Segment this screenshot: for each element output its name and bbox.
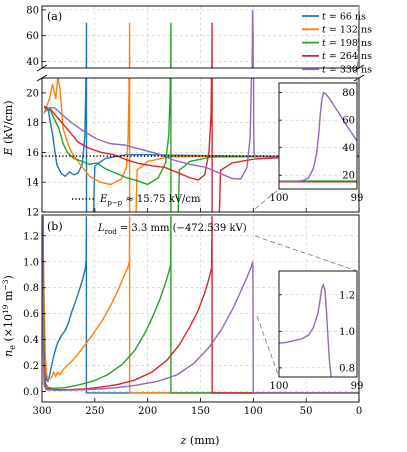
series-line-upper-5	[251, 9, 255, 68]
inset-a: 20 40 60 80 100 99	[269, 82, 363, 204]
y-tick-label: 0.6	[23, 309, 39, 320]
y-tick-label: 20	[26, 88, 39, 99]
y-tick-label: 80	[26, 5, 39, 16]
legend: t = 66 ns t = 132 ns t = 198 ns t = 264 ns t…	[302, 11, 372, 76]
panel-b-lines	[42, 216, 359, 394]
inset-y-tick-label: 60	[342, 116, 355, 127]
y-tick-label: 40	[26, 57, 39, 68]
inset-b-background	[279, 271, 357, 377]
zoom-connector	[254, 235, 358, 272]
reference-annotation: Ep−p ≈ 15.75 kV/cm	[72, 194, 201, 207]
zoom-connector	[356, 5, 360, 84]
inset-series-line-3	[279, 91, 357, 183]
series-line-3	[42, 216, 359, 394]
y-tick-label: 1.0	[23, 257, 39, 268]
series-line-5	[43, 78, 359, 180]
y-tick-label: 60	[26, 31, 39, 42]
series-line-4	[42, 216, 359, 394]
panel-b-annotation: Lrod = 3.3 mm (−472.539 kV)	[97, 223, 247, 236]
inset-b-frame	[278, 270, 358, 378]
inset-x-tick-label: 100	[269, 193, 288, 204]
axis-break-marks	[36, 64, 365, 82]
inset-y-tick-label: 0.8	[339, 363, 355, 374]
legend-entry: t = 198 ns	[322, 38, 372, 49]
panel-b-ticks: 0.0 0.2 0.4 0.6 0.8 1.0 1.2 300 250 200 150 100 50 0	[23, 231, 362, 417]
inset-b-lines	[279, 282, 332, 377]
series-line-1	[43, 78, 359, 212]
y-tick-label: 14	[26, 178, 39, 189]
series-line-3	[43, 78, 359, 212]
x-tick-label: 0	[356, 406, 362, 417]
inset-x-tick-label: 99	[351, 381, 364, 392]
panel-b-xlabel: z (mm)	[180, 434, 220, 447]
series-line-2	[43, 78, 359, 212]
inset-a-ticks: 20 40 60 80 100 99	[269, 88, 363, 204]
x-tick-label: 50	[300, 406, 313, 417]
x-tick-label: 200	[138, 406, 157, 417]
y-tick-label: 18	[26, 118, 39, 129]
inset-a-lines	[279, 91, 357, 183]
series-line-2	[42, 216, 359, 394]
y-tick-label: 0.2	[23, 361, 39, 372]
legend-entry: t = 66 ns	[322, 11, 366, 22]
panel-a-upper-ticks: 40 60 80	[26, 5, 46, 68]
inset-x-tick-label: 99	[351, 193, 364, 204]
y-tick-label: 1.2	[23, 231, 39, 242]
inset-series-line-1	[279, 282, 332, 377]
inset-y-tick-label: 20	[342, 171, 355, 182]
series-line-1	[42, 216, 359, 394]
panel-a-lower-lines	[43, 78, 359, 212]
inset-b: 0.8 1.0 1.2 100 99	[269, 270, 363, 392]
x-tick-label: 150	[191, 406, 210, 417]
zoom-connector	[254, 188, 280, 210]
panel-a-upper-frame	[41, 5, 360, 69]
legend-entry: t = 132 ns	[322, 25, 372, 36]
inset-y-tick-label: 80	[342, 88, 355, 99]
x-tick-label: 250	[85, 406, 104, 417]
x-tick-label: 100	[244, 406, 263, 417]
panel-a-label: (a)	[47, 10, 62, 23]
y-tick-label: 0.0	[23, 387, 39, 398]
series-line-4	[43, 78, 359, 212]
panel-b-label: (b)	[47, 220, 63, 233]
panel-b-ylabel: ne (×1019 m−3)	[1, 275, 17, 357]
legend-entry: t = 264 ns	[322, 51, 372, 62]
inset-a-frame	[278, 82, 358, 190]
panel-a-ylabel: E (kV/cm)	[2, 100, 15, 156]
zoom-connector	[256, 315, 280, 378]
reference-label: Ep−p ≈ 15.75 kV/cm	[99, 194, 201, 207]
inset-b-ticks: 0.8 1.0 1.2 100 99	[269, 290, 363, 392]
panel-a-lower-ticks: 12 14 16 18 20	[26, 88, 360, 219]
y-tick-label: 16	[26, 148, 39, 159]
y-tick-label: 0.4	[23, 335, 39, 346]
series-line-5	[42, 216, 359, 394]
inset-x-tick-label: 100	[269, 381, 288, 392]
x-tick-label: 300	[32, 406, 51, 417]
inset-y-tick-label: 1.2	[339, 290, 355, 301]
inset-y-tick-label: 40	[342, 143, 355, 154]
panel-a: 40 60 80 12 14 16 18 20 (a) E (kV/cm) t = 66 n…	[2, 5, 372, 219]
y-tick-label: 0.8	[23, 283, 39, 294]
inset-y-tick-label: 1.0	[339, 327, 355, 338]
legend-entry: t = 330 ns	[322, 65, 372, 76]
y-tick-label: 12	[26, 208, 39, 219]
